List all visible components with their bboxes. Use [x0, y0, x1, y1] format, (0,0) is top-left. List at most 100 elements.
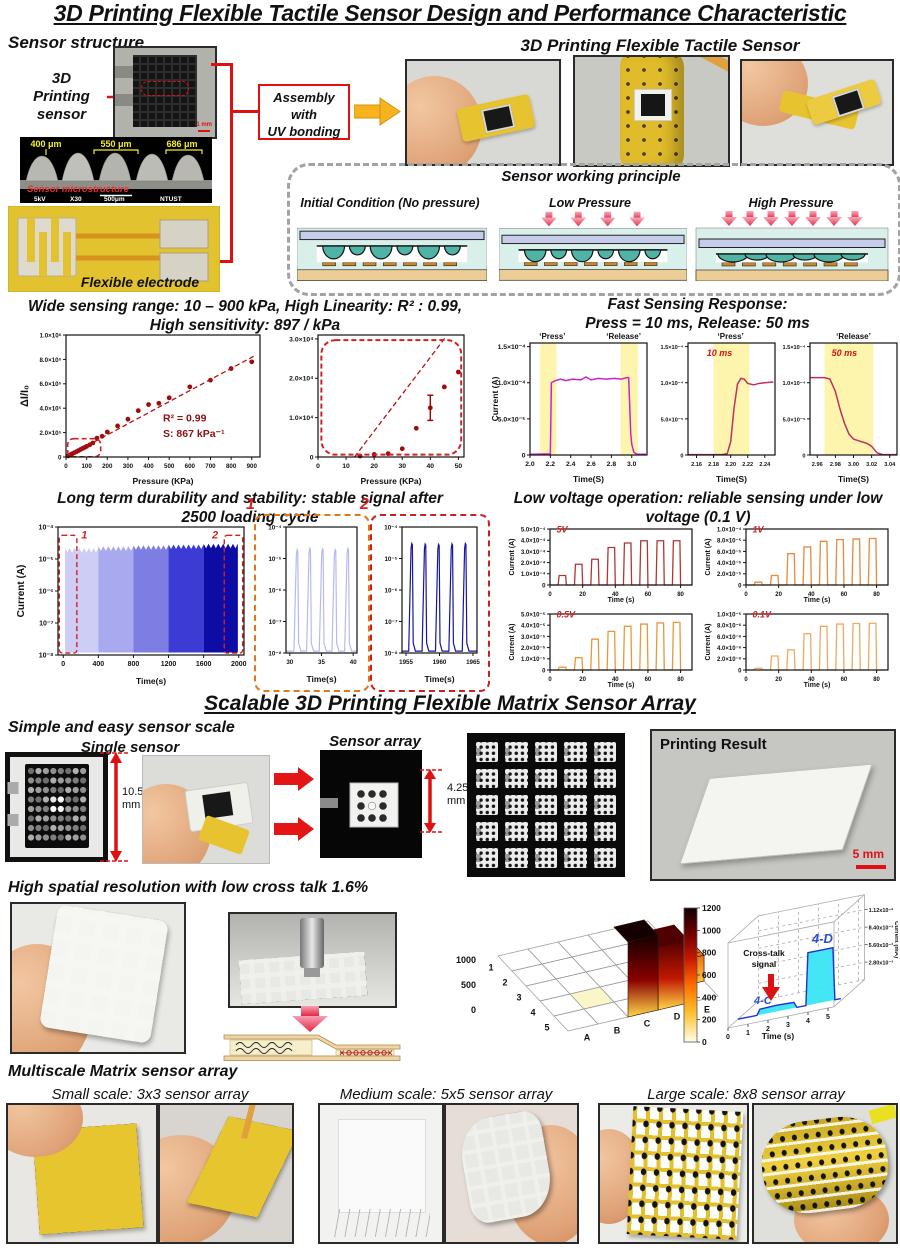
svg-text:500: 500	[461, 980, 476, 990]
svg-text:80: 80	[677, 592, 684, 598]
svg-text:Time(s): Time(s)	[306, 674, 336, 684]
svg-text:Time(s): Time(s)	[136, 676, 166, 686]
svg-text:3.0×10⁴: 3.0×10⁴	[289, 336, 313, 343]
svg-text:35: 35	[318, 659, 325, 666]
svg-text:6.0×10⁻⁵: 6.0×10⁻⁵	[717, 550, 742, 556]
svg-text:8.0×10⁵: 8.0×10⁵	[39, 357, 61, 364]
svg-text:2: 2	[766, 1026, 770, 1033]
yellow-tab	[868, 1105, 896, 1125]
svg-text:A: A	[584, 1033, 591, 1043]
svg-text:400: 400	[702, 992, 716, 1002]
durability-inset2-number: 2	[360, 496, 369, 513]
svg-text:5: 5	[544, 1023, 549, 1033]
array-cell	[505, 821, 528, 842]
svg-text:5.0×10⁻⁵: 5.0×10⁻⁵	[783, 417, 806, 423]
svg-text:1V: 1V	[753, 524, 765, 534]
svg-text:100: 100	[81, 463, 92, 470]
svg-text:2.16: 2.16	[691, 462, 702, 468]
probe-tip	[304, 968, 320, 977]
svg-text:E: E	[704, 1005, 710, 1015]
svg-text:Current (A): Current (A)	[705, 539, 712, 576]
red-arrow-icon	[274, 817, 314, 841]
svg-text:4-D: 4-D	[811, 931, 834, 946]
svg-text:1000: 1000	[456, 955, 476, 965]
chart-durability-inset2: 1955 1960 1965 10⁻⁴ 10⁻⁵ 10⁻⁶ 10⁻⁷ 10⁻⁸ Time(s)	[374, 517, 482, 685]
svg-text:900: 900	[247, 463, 258, 470]
scalable-subtitle: Simple and easy sensor scale	[8, 719, 235, 736]
svg-text:1.0×10⁻⁴: 1.0×10⁻⁴	[498, 380, 526, 387]
array-5x5-film	[338, 1119, 426, 1213]
working-principle-title: Sensor working principle	[501, 168, 681, 185]
svg-text:1.0×10⁻⁵: 1.0×10⁻⁵	[521, 657, 546, 663]
array-cell	[564, 742, 587, 762]
tactile-sensor-photos-title: 3D Printing Flexible Tactile Sensor	[520, 36, 800, 55]
svg-text:S: 867 kPa⁻¹: S: 867 kPa⁻¹	[163, 428, 225, 440]
svg-text:0: 0	[738, 583, 742, 589]
svg-text:0: 0	[58, 454, 62, 461]
photo-probe-test	[228, 912, 397, 1008]
svg-text:Current (mA): Current (mA)	[893, 921, 898, 958]
svg-text:Current (A): Current (A)	[16, 565, 27, 618]
svg-text:0: 0	[744, 592, 748, 598]
array-cell	[534, 742, 558, 762]
svg-text:200: 200	[102, 463, 113, 470]
chip-scale-label: 1 mm	[196, 122, 212, 128]
photo-5x5-bent	[444, 1103, 579, 1244]
probe-nozzle	[300, 918, 324, 968]
multiscale-medium-label: Medium scale: 5x5 sensor array	[339, 1086, 553, 1103]
svg-text:10⁻⁶: 10⁻⁶	[39, 588, 54, 595]
svg-text:40: 40	[808, 677, 815, 683]
assembly-box: Assembly with UV bonding	[258, 84, 350, 140]
measure-array-label: 4.25 mm	[447, 782, 469, 807]
chip-scale-bar	[198, 130, 210, 132]
svg-text:0: 0	[744, 677, 748, 683]
svg-text:800: 800	[702, 948, 716, 958]
svg-text:10⁻⁶: 10⁻⁶	[269, 587, 282, 594]
svg-text:500: 500	[164, 463, 175, 470]
svg-text:6.0×10⁵: 6.0×10⁵	[39, 381, 61, 388]
svg-text:Time (s): Time (s)	[608, 597, 635, 604]
svg-text:0: 0	[548, 592, 552, 598]
svg-text:2.8: 2.8	[607, 461, 617, 468]
svg-text:1.0×10⁴: 1.0×10⁴	[289, 415, 313, 422]
electrode-label: Flexible electrode	[81, 274, 199, 290]
svg-text:8.0×10⁻⁶: 8.0×10⁻⁶	[717, 624, 742, 630]
svg-text:1.5×10⁻⁴: 1.5×10⁻⁴	[498, 344, 526, 351]
crosstalk-structure-diagram	[223, 1034, 401, 1061]
svg-text:10⁻⁴: 10⁻⁴	[39, 524, 54, 531]
svg-text:3.00: 3.00	[848, 462, 859, 468]
section-sensor-structure-label: Sensor structure	[8, 33, 145, 52]
svg-text:3.04: 3.04	[884, 462, 896, 468]
svg-text:‘Press’: ‘Press’	[718, 332, 744, 341]
svg-text:2.18: 2.18	[708, 462, 719, 468]
durability-inset1-number: 1	[246, 496, 255, 513]
svg-text:5V: 5V	[557, 524, 569, 534]
svg-text:0: 0	[64, 463, 68, 470]
svg-text:2.6: 2.6	[586, 461, 596, 468]
svg-text:Time(S): Time(S)	[716, 474, 747, 484]
svg-text:1965: 1965	[466, 659, 480, 666]
page-title: 3D Printing Flexible Tactile Sensor Desi…	[53, 0, 847, 26]
sensor-chip	[831, 87, 866, 118]
svg-text:10⁻⁴: 10⁻⁴	[268, 524, 281, 531]
sem-meta-mag: X30	[70, 196, 82, 203]
svg-text:400: 400	[143, 463, 154, 470]
svg-text:Current (A): Current (A)	[490, 376, 500, 421]
chart-pressure-map-3d: 0 500 1000 1 2 3 4 5 A B C D E 0 200 400 600 800 1000 1200	[432, 892, 734, 1064]
svg-text:0: 0	[310, 454, 314, 461]
photo-single-sensor-held	[142, 755, 270, 864]
svg-text:1: 1	[488, 963, 493, 973]
svg-text:40: 40	[427, 463, 435, 470]
svg-text:10⁻⁸: 10⁻⁸	[384, 650, 397, 657]
svg-text:40: 40	[808, 592, 815, 598]
sensor-array-label: Sensor array	[329, 733, 421, 750]
svg-text:80: 80	[873, 677, 880, 683]
array-cell	[593, 742, 616, 762]
heading-low-voltage: Low voltage operation: reliable sensing …	[513, 490, 883, 526]
durability-inset1-frame	[254, 514, 370, 692]
chip-roi-dashed-box	[141, 81, 189, 96]
svg-text:2.24: 2.24	[759, 462, 771, 468]
svg-text:1.0×10⁻⁴: 1.0×10⁻⁴	[717, 527, 742, 533]
svg-text:‘Release’: ‘Release’	[606, 332, 641, 341]
sem-caption: Sensor microstructure	[27, 184, 130, 195]
